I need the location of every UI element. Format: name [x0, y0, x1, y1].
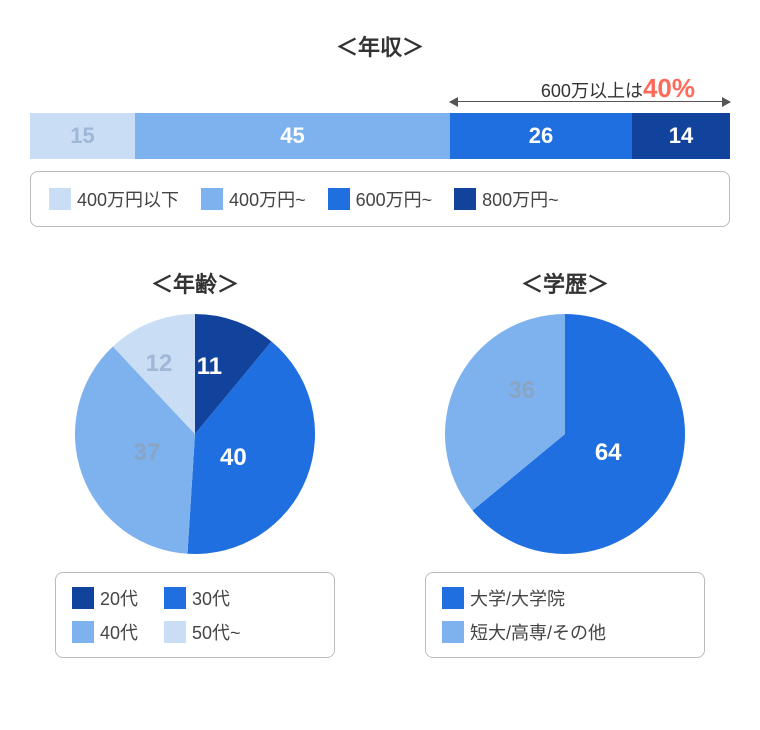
bar-segment: 15: [30, 113, 135, 159]
education-pie: 64 36: [445, 314, 685, 554]
legend-swatch: [49, 188, 71, 210]
legend-swatch: [442, 587, 464, 609]
pie-label: 37: [134, 439, 161, 467]
age-column: ＜年齢＞ 11 40 37 12 20代 30代 40代 50代~: [30, 257, 360, 658]
legend-item: 40代: [72, 619, 138, 645]
legend-label: 400万円~: [229, 186, 306, 212]
income-annotation: 600万以上は40%: [30, 77, 730, 111]
legend-label: 20代: [100, 585, 138, 611]
legend-item: 400万円以下: [49, 186, 179, 212]
education-column: ＜学歴＞ 64 36 大学/大学院短大/高専/その他: [400, 257, 730, 658]
charts-row: ＜年齢＞ 11 40 37 12 20代 30代 40代 50代~ ＜学歴＞ 64 36 大学…: [30, 257, 730, 658]
legend-item: 800万円~: [454, 186, 559, 212]
pie-svg: [445, 314, 685, 554]
legend-swatch: [164, 621, 186, 643]
legend-swatch: [72, 587, 94, 609]
legend-label: 50代~: [192, 619, 241, 645]
legend-swatch: [72, 621, 94, 643]
annotation-highlight: 40%: [643, 73, 695, 103]
income-stacked-bar: 15452614: [30, 113, 730, 159]
age-pie: 11 40 37 12: [75, 314, 315, 554]
annotation-text: 600万以上は40%: [541, 73, 695, 104]
legend-item: 30代: [164, 585, 230, 611]
legend-item: 20代: [72, 585, 138, 611]
pie-svg: [75, 314, 315, 554]
pie-label: 12: [146, 350, 173, 378]
annotation-prefix: 600万以上は: [541, 81, 643, 101]
legend-item: 600万円~: [328, 186, 433, 212]
education-legend: 大学/大学院短大/高専/その他: [425, 572, 705, 658]
pie-label: 40: [220, 444, 247, 472]
pie-label: 11: [197, 353, 222, 381]
legend-swatch: [442, 621, 464, 643]
legend-swatch: [201, 188, 223, 210]
income-title: ＜年収＞: [30, 30, 730, 62]
legend-label: 600万円~: [356, 186, 433, 212]
bar-segment: 45: [135, 113, 450, 159]
legend-swatch: [454, 188, 476, 210]
legend-item: 50代~: [164, 619, 241, 645]
pie-label: 36: [508, 377, 535, 405]
legend-item: 400万円~: [201, 186, 306, 212]
age-title: ＜年齢＞: [151, 267, 239, 299]
legend-swatch: [164, 587, 186, 609]
legend-label: 800万円~: [482, 186, 559, 212]
age-legend: 20代 30代 40代 50代~: [55, 572, 335, 658]
legend-swatch: [328, 188, 350, 210]
bar-segment: 14: [632, 113, 730, 159]
legend-label: 40代: [100, 619, 138, 645]
legend-label: 大学/大学院: [470, 585, 565, 611]
legend-label: 短大/高専/その他: [470, 619, 606, 645]
legend-label: 30代: [192, 585, 230, 611]
bar-segment: 26: [450, 113, 632, 159]
income-legend: 400万円以下 400万円~ 600万円~ 800万円~: [30, 171, 730, 227]
legend-item: 大学/大学院: [442, 585, 565, 611]
pie-label: 64: [595, 439, 622, 467]
legend-label: 400万円以下: [77, 186, 179, 212]
education-title: ＜学歴＞: [521, 267, 609, 299]
legend-item: 短大/高専/その他: [442, 619, 606, 645]
